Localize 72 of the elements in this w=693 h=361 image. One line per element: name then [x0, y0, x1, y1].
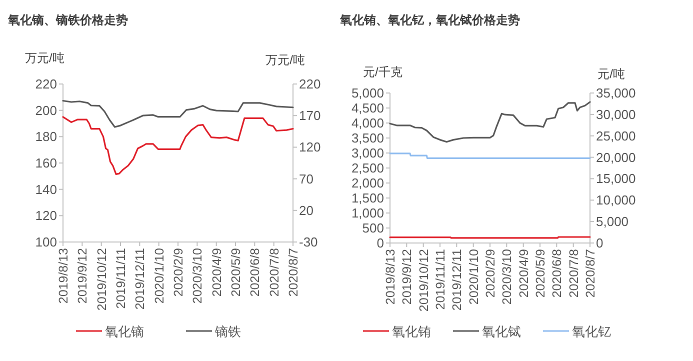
y2-tick-label: 25,000	[596, 128, 636, 144]
x-tick-label: 2020/4/9	[516, 248, 531, 298]
x-tick-label: 2020/6/8	[248, 248, 262, 297]
y2-tick-label: 35,000	[596, 86, 636, 100]
y2-tick-label: 15,000	[596, 171, 636, 186]
x-tick-label: 2020/7/8	[267, 248, 282, 297]
x-tick-label: 2019/11/11	[114, 248, 128, 309]
x-tick-label: 2020/3/10	[500, 248, 514, 305]
y2-tick-label: 120	[299, 140, 321, 155]
y-tick-label: 200	[35, 102, 57, 118]
y-tick-label: 160	[35, 156, 57, 170]
y-tick-label: 0	[376, 236, 384, 250]
x-tick-label: 2020/1/10	[152, 248, 166, 304]
chart-title: 氧化镝、镝铁价格走势	[7, 13, 128, 27]
y2-tick-label: 10,000	[596, 192, 636, 208]
y-tick-label: 100	[35, 234, 57, 250]
y2-axis-title: 元/吨	[598, 67, 625, 81]
y-tick-label: 220	[35, 76, 57, 92]
x-tick-label: 2020/2/9	[484, 248, 498, 298]
y-tick-label: 4,000	[351, 116, 384, 130]
line-series	[62, 116, 294, 175]
y-tick-label: 120	[35, 208, 57, 224]
x-tick-label: 2019/12/11	[450, 248, 464, 311]
x-tick-label: 2020/5/9	[229, 248, 243, 297]
y2-tick-label: 0	[596, 236, 604, 250]
x-tick-label: 2020/5/9	[534, 248, 548, 298]
y-tick-label: 500	[362, 220, 384, 236]
y-tick-label: 140	[35, 182, 57, 197]
x-tick-label: 2020/1/10	[466, 248, 481, 305]
legend-label: 氧化钇	[572, 324, 611, 339]
y2-tick-label: 170	[299, 108, 321, 124]
x-tick-label: 2019/8/13	[384, 248, 398, 305]
y-tick-label: 3,500	[351, 130, 384, 146]
y2-tick-label: 20	[299, 202, 314, 218]
y-tick-label: 3,000	[351, 146, 384, 160]
y2-tick-label: 70	[299, 171, 314, 186]
y-tick-label: 180	[35, 129, 57, 144]
x-tick-label: 2019/11/11	[434, 248, 448, 310]
line-series	[389, 101, 591, 143]
y-axis-title: 万元/吨	[25, 51, 64, 65]
y-tick-label: 1,500	[351, 190, 384, 206]
legend-label: 镝铁	[214, 324, 241, 339]
legend-label: 氧化铽	[482, 324, 521, 339]
y-tick-label: 2,500	[351, 160, 384, 176]
x-tick-label: 2020/2/9	[172, 248, 186, 297]
x-tick-label: 2019/9/12	[400, 248, 414, 305]
legend-label: 氧化镝	[105, 324, 144, 339]
x-tick-label: 2019/10/12	[416, 248, 431, 312]
y2-tick-label: 20,000	[596, 150, 636, 165]
x-tick-label: 2019/8/13	[56, 248, 70, 304]
y2-tick-label: 5,000	[596, 214, 629, 230]
x-tick-label: 2020/8/7	[584, 248, 598, 298]
x-tick-label: 2020/6/8	[550, 248, 564, 298]
y2-tick-label: 220	[299, 76, 321, 92]
y-tick-label: 4,500	[351, 100, 384, 116]
y-tick-label: 5,000	[351, 86, 384, 100]
x-tick-label: 2020/8/7	[286, 248, 300, 297]
x-tick-label: 2019/12/11	[133, 248, 148, 310]
y2-tick-label: 30,000	[596, 106, 636, 122]
line-series	[62, 100, 294, 128]
y2-tick-label: -30	[299, 234, 318, 250]
x-tick-label: 2020/4/9	[210, 248, 224, 297]
chart-title: 氧化铕、氧化钇，氧化铽价格走势	[339, 13, 520, 27]
x-tick-label: 2019/9/12	[76, 248, 90, 304]
y-tick-label: 1,000	[351, 206, 384, 220]
y-axis-title: 元/千克	[363, 65, 402, 79]
x-tick-label: 2020/3/10	[190, 248, 205, 304]
y-tick-label: 2,000	[351, 176, 384, 190]
legend-label: 氧化铕	[392, 324, 431, 339]
y2-axis-title: 万元/吨	[266, 53, 305, 67]
x-tick-label: 2019/10/12	[94, 248, 109, 311]
x-tick-label: 2020/7/8	[566, 248, 581, 298]
